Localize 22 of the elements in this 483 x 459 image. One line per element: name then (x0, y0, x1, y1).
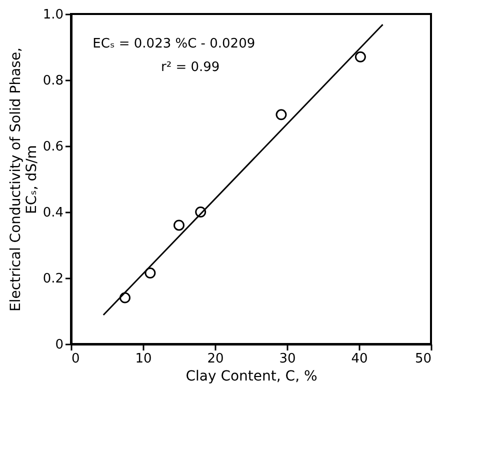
x-tick-label: 50 (414, 352, 432, 366)
point (120, 292, 130, 304)
y-tick-label: 0.8 (42, 74, 64, 88)
x-tick-label: 30 (279, 352, 296, 366)
x-axis-title: Clay Content, C, % (186, 368, 318, 384)
annotation: r² = 0.99 (161, 60, 220, 75)
y-tick-label: 0.2 (42, 272, 64, 286)
point (195, 206, 206, 218)
y-tick-label: 0.4 (42, 206, 64, 220)
x-tick-label: 0 (72, 352, 80, 366)
point (174, 220, 184, 231)
y-tick-label: 1.0 (42, 8, 64, 22)
point (276, 109, 287, 120)
x-tick-label: 40 (351, 352, 368, 366)
point (144, 268, 156, 279)
x-tick-label: 10 (135, 352, 152, 366)
y-tick-label: 0.6 (42, 140, 64, 154)
y-tick-label: 0 (55, 338, 64, 352)
x-tick-label: 20 (207, 352, 224, 366)
y-axis-title: Electrical Conductivity of Solid Phase, ECₛ, dS/m (8, 47, 40, 312)
annotation: ECₛ = 0.023 %C - 0.0209 (92, 36, 256, 52)
point (354, 51, 366, 62)
